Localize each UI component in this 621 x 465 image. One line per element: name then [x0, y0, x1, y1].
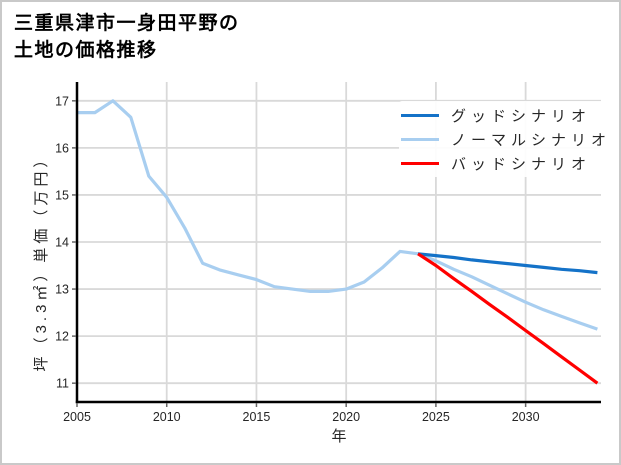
x-tick-label-2025: 2025: [422, 410, 450, 424]
series-line-2: [417, 252, 599, 385]
y-tick-label-12: 12: [55, 330, 69, 344]
legend-item-bad-scenario: バッドシナリオ: [401, 151, 611, 175]
y-tick-label-11: 11: [56, 377, 69, 391]
series-line-1: [77, 99, 598, 331]
x-tick-label-2015: 2015: [243, 410, 271, 424]
y-tick-label-14: 14: [55, 236, 69, 250]
chart-canvas: 2005 2010 2015 2020 2025 2030 11 12 13 14 15 16 17: [55, 82, 601, 424]
legend-line-normal-scenario: [401, 137, 439, 141]
legend-line-bad-scenario: [401, 161, 439, 165]
legend-line-good-scenario: [401, 113, 439, 117]
x-tick-label-2005: 2005: [63, 410, 91, 424]
legend-item-normal-scenario: ノーマルシナリオ: [401, 127, 611, 151]
chart-title: 三重県津市一身田平野の 土地の価格推移: [14, 13, 240, 61]
y-tick-label-16: 16: [55, 141, 69, 155]
x-tick-label-2030: 2030: [512, 410, 540, 424]
legend-label-normal-scenario: ノーマルシナリオ: [451, 131, 612, 149]
x-tick-label-2020: 2020: [332, 410, 360, 424]
x-tick-label-2010: 2010: [153, 410, 181, 424]
series-line-0: [417, 252, 598, 275]
legend-label-bad-scenario: バッドシナリオ: [451, 155, 592, 173]
x-axis-label: 年: [331, 428, 347, 445]
y-axis-label: 坪（3.3㎡）単価（万円）: [33, 148, 50, 372]
legend-item-good-scenario: グッドシナリオ: [401, 103, 611, 127]
y-tick-label-17: 17: [55, 94, 69, 108]
legend-label-good-scenario: グッドシナリオ: [451, 107, 592, 125]
y-tick-label-13: 13: [55, 283, 69, 297]
plot-area: 2005 2010 2015 2020 2025 2030 11 12 13 14 15 16 17: [55, 82, 601, 424]
legend: グッドシナリオ ノーマルシナリオ バッドシナリオ: [399, 101, 619, 177]
y-tick-label-15: 15: [55, 188, 69, 202]
